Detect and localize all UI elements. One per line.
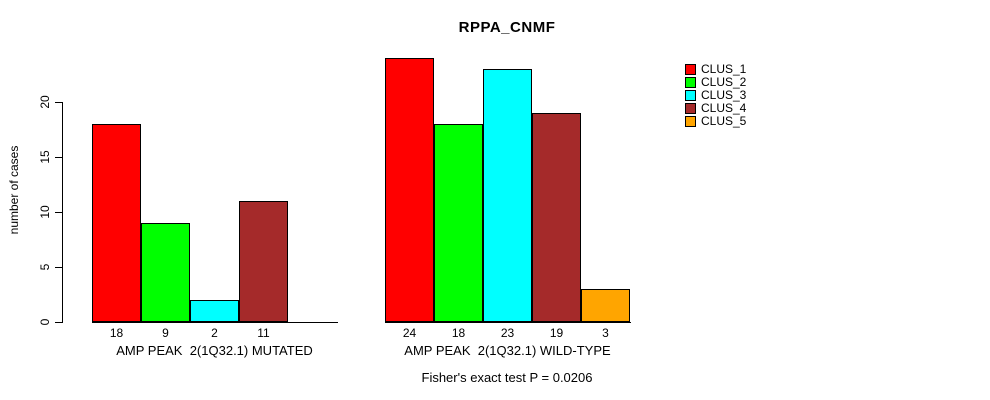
legend-row: CLUS_1 [685,63,746,76]
fisher-test-note: Fisher's exact test P = 0.0206 [421,370,593,385]
legend-swatch-icon [685,116,696,127]
y-axis-tick [55,157,62,158]
legend-label: CLUS_2 [701,75,747,89]
y-axis-line [62,102,63,323]
bar-CLUS_5 [581,289,630,322]
bar-value-label: 18 [451,326,466,340]
y-axis-tick [55,102,62,103]
y-axis-tick [55,267,62,268]
legend: CLUS_1 CLUS_2 CLUS_3 CLUS_4 CLUS_5 [685,63,746,128]
bar-value-label: 24 [402,326,417,340]
bar-CLUS_2 [141,223,190,322]
legend-row: CLUS_3 [685,89,746,102]
legend-swatch-icon [685,90,696,101]
bar-CLUS_2 [434,124,483,322]
y-axis-tick-label: 0 [38,318,52,326]
group-label-wildtype: AMP PEAK 2(1Q32.1) WILD-TYPE [404,343,611,358]
legend-swatch-icon [685,64,696,75]
y-axis-tick-label: 20 [38,95,52,109]
legend-label: CLUS_5 [701,114,747,128]
legend-row: CLUS_5 [685,115,746,128]
bar-value-label: 9 [162,326,169,340]
legend-row: CLUS_4 [685,102,746,115]
legend-swatch-icon [685,77,696,88]
legend-label: CLUS_4 [701,101,747,115]
bar-value-label: 2 [211,326,218,340]
legend-swatch-icon [685,103,696,114]
x-axis-line [92,322,338,323]
y-axis-tick-label: 10 [38,205,52,219]
y-axis-label: number of cases [7,145,21,235]
x-axis-line [385,322,631,323]
bar-CLUS_4 [532,113,581,322]
bar-CLUS_4 [239,201,288,322]
legend-label: CLUS_1 [701,62,747,76]
legend-row: CLUS_2 [685,76,746,89]
y-axis-tick-label: 5 [38,263,52,271]
bar-value-label: 11 [257,326,270,340]
bar-value-label: 18 [109,326,124,340]
bar-CLUS_3 [190,300,239,322]
y-axis-tick [55,322,62,323]
bar-value-label: 3 [602,326,609,340]
bar-CLUS_3 [483,69,532,322]
y-axis-tick [55,212,62,213]
bar-CLUS_1 [92,124,141,322]
bar-value-label: 19 [549,326,564,340]
bar-CLUS_1 [385,58,434,322]
legend-label: CLUS_3 [701,88,747,102]
chart-title: RPPA_CNMF [458,19,556,36]
bar-value-label: 23 [500,326,515,340]
y-axis-tick-label: 15 [38,150,52,164]
group-label-mutated: AMP PEAK 2(1Q32.1) MUTATED [116,343,313,358]
